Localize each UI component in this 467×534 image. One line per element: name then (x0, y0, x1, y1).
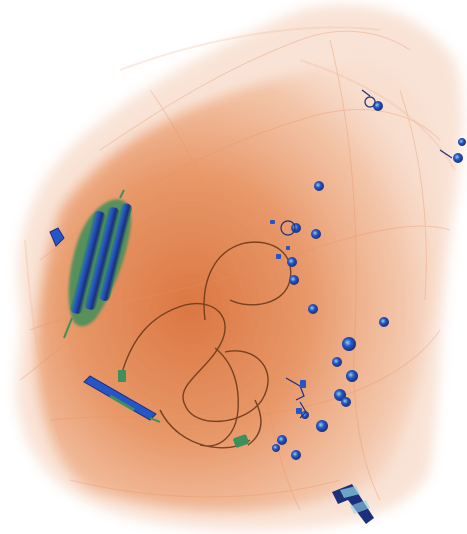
small-metal-parts (270, 220, 306, 414)
metal-clip-left (49, 227, 65, 247)
screwdriver (83, 375, 161, 423)
usb-plug (118, 370, 249, 448)
coins (272, 101, 466, 460)
metal-clips (280, 89, 453, 419)
bracket (332, 484, 374, 524)
battery-pack (63, 189, 132, 339)
